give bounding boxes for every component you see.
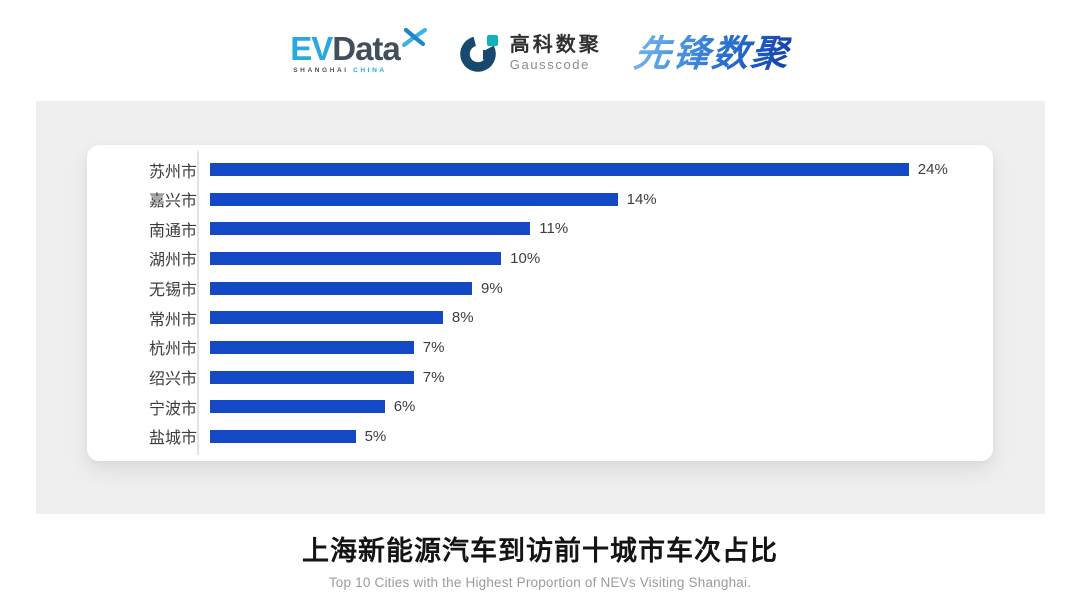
value-label: 5%: [364, 427, 387, 445]
bar-row: 无锡市 9%: [111, 274, 967, 303]
category-label: 无锡市: [148, 282, 197, 300]
evdata-spark-icon: [401, 27, 427, 47]
pioneer-logo: 先锋数聚: [631, 32, 792, 74]
category-label: 湖州市: [148, 252, 197, 270]
gausscode-en-text: Gausscode: [509, 57, 590, 72]
value-label: 11%: [539, 220, 569, 238]
bar: [210, 370, 414, 384]
bar-area: 5%: [210, 428, 967, 445]
category-label: 盐城市: [148, 430, 197, 448]
bar-row: 宁波市 6%: [111, 392, 967, 421]
evdata-wordmark: EV Data: [290, 27, 427, 67]
evdata-china-text: CHINA: [353, 66, 387, 74]
gausscode-cn-text: 高科数聚: [509, 34, 602, 56]
bar-area: 11%: [210, 220, 967, 237]
value-label: 8%: [451, 309, 474, 327]
evdata-ev-text: EV: [290, 29, 333, 67]
value-label: 14%: [626, 190, 657, 208]
bar: [210, 340, 414, 354]
category-label: 绍兴市: [148, 371, 197, 389]
bar-area: 7%: [210, 369, 967, 386]
gausscode-logo: 高科数聚 Gausscode: [459, 32, 602, 74]
chart-panel: 苏州市 24% 嘉兴市 14% 南通市 11% 湖州市 10% 无锡市 9% 常州市 8% 杭州市 7% 绍…: [36, 101, 1045, 514]
gausscode-wordmark: 高科数聚 Gausscode: [510, 35, 602, 71]
header-logos: EV Data SHANGHAI CHINA 高科数聚 Gausscode: [0, 22, 1080, 84]
category-label: 常州市: [148, 311, 197, 329]
bar-row: 嘉兴市 14%: [111, 185, 967, 214]
evdata-data-text: Data: [332, 29, 401, 67]
value-label: 10%: [510, 249, 541, 267]
evdata-logo: EV Data SHANGHAI CHINA: [290, 27, 427, 75]
gausscode-g-icon: [460, 35, 498, 72]
bar: [210, 281, 473, 295]
category-label: 宁波市: [148, 400, 197, 418]
category-label: 苏州市: [148, 163, 197, 181]
category-label: 嘉兴市: [148, 193, 197, 211]
bar-row: 湖州市 10%: [111, 244, 967, 273]
bar-area: 9%: [210, 280, 967, 297]
value-label: 6%: [393, 398, 416, 416]
bar-row: 苏州市 24%: [111, 155, 967, 184]
bar: [210, 222, 531, 236]
bar-row: 盐城市 5%: [111, 422, 967, 451]
value-label: 7%: [422, 338, 445, 356]
bar-area: 10%: [210, 250, 967, 267]
chart-caption: 上海新能源汽车到访前十城市车次占比 Top 10 Cities with the…: [0, 529, 1080, 590]
bar: [210, 163, 909, 176]
axis-line: [197, 151, 199, 455]
bar-area: 8%: [210, 309, 967, 326]
chart-subtitle: Top 10 Cities with the Highest Proportio…: [328, 575, 752, 590]
bar-row: 南通市 11%: [111, 214, 967, 243]
evdata-shanghai-text: SHANGHAI: [293, 66, 349, 74]
bar-area: 24%: [210, 161, 967, 178]
bar-row: 常州市 8%: [111, 303, 967, 332]
bar: [210, 251, 502, 265]
bar-area: 7%: [210, 339, 967, 356]
bar-row: 杭州市 7%: [111, 333, 967, 362]
bar-area: 6%: [210, 398, 967, 415]
bar-row: 绍兴市 7%: [111, 363, 967, 392]
evdata-subtext: SHANGHAI CHINA: [290, 66, 387, 75]
bar-area: 14%: [210, 191, 967, 208]
value-label: 7%: [422, 368, 445, 386]
bar: [210, 192, 618, 206]
bar: [210, 400, 385, 414]
bar: [210, 429, 356, 443]
category-label: 杭州市: [148, 341, 197, 359]
category-label: 南通市: [148, 222, 197, 240]
bar: [210, 311, 443, 325]
chart-title: 上海新能源汽车到访前十城市车次占比: [302, 536, 778, 566]
bar-chart: 苏州市 24% 嘉兴市 14% 南通市 11% 湖州市 10% 无锡市 9% 常州市 8% 杭州市 7% 绍…: [87, 145, 993, 461]
value-label: 9%: [481, 279, 503, 297]
chart-card: 苏州市 24% 嘉兴市 14% 南通市 11% 湖州市 10% 无锡市 9% 常州市 8% 杭州市 7% 绍…: [87, 145, 993, 461]
value-label: 24%: [917, 161, 948, 178]
